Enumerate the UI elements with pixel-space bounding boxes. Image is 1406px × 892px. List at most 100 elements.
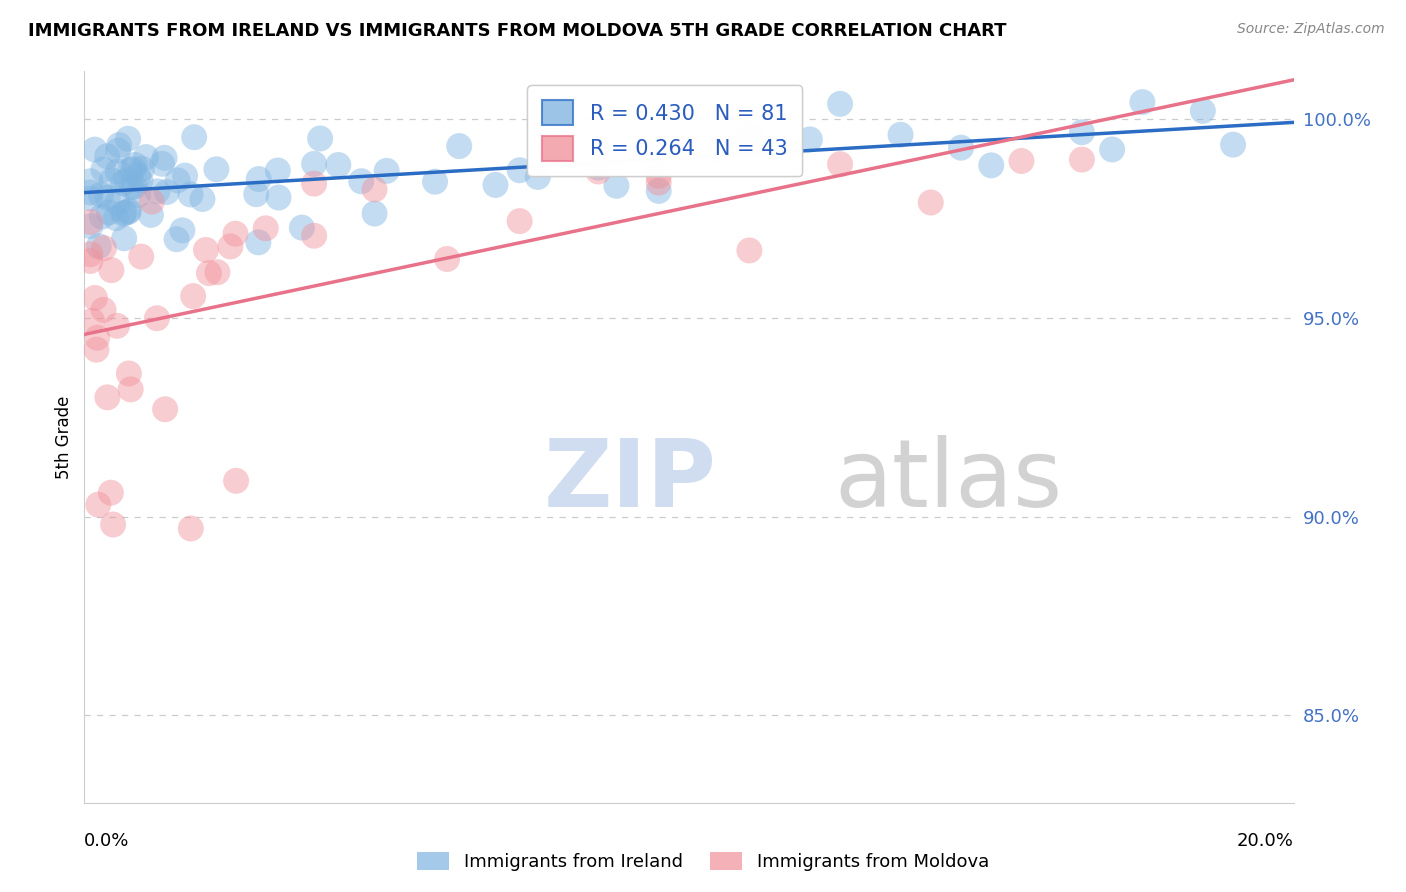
- Point: [82, 314, 104, 328]
- Text: 0.0%: 0.0%: [84, 832, 129, 850]
- Point: [90, 210, 112, 224]
- Point: [950, 141, 973, 155]
- Point: [302, 228, 325, 243]
- Point: [181, 289, 204, 303]
- Point: [83, 143, 105, 157]
- Point: [84, 291, 107, 305]
- Point: [79, 215, 101, 229]
- Point: [509, 163, 531, 178]
- Point: [146, 185, 169, 199]
- Point: [111, 176, 134, 190]
- Point: [112, 231, 135, 245]
- Point: [180, 187, 202, 202]
- Point: [449, 139, 471, 153]
- Point: [101, 517, 124, 532]
- Point: [830, 96, 852, 111]
- Point: [1071, 153, 1094, 167]
- Point: [97, 191, 120, 205]
- Point: [375, 164, 398, 178]
- Point: [105, 318, 128, 333]
- Point: [207, 265, 229, 279]
- Point: [980, 158, 1002, 172]
- Point: [139, 208, 162, 222]
- Point: [96, 149, 118, 163]
- Point: [1130, 95, 1153, 109]
- Point: [588, 164, 610, 178]
- Point: [112, 207, 135, 221]
- Point: [588, 161, 610, 175]
- Point: [86, 343, 108, 357]
- Point: [219, 239, 242, 253]
- Point: [180, 521, 202, 535]
- Point: [830, 157, 852, 171]
- Point: [90, 187, 112, 202]
- Legend: Immigrants from Ireland, Immigrants from Moldova: Immigrants from Ireland, Immigrants from…: [409, 845, 997, 879]
- Point: [183, 130, 205, 145]
- Point: [709, 143, 731, 157]
- Point: [363, 182, 385, 196]
- Point: [205, 162, 228, 177]
- Point: [172, 223, 194, 237]
- Point: [648, 176, 671, 190]
- Point: [350, 174, 373, 188]
- Point: [79, 174, 101, 188]
- Point: [96, 390, 118, 404]
- Point: [100, 485, 122, 500]
- Point: [738, 128, 761, 143]
- Point: [247, 172, 270, 186]
- Point: [114, 206, 136, 220]
- Y-axis label: 5th Grade: 5th Grade: [55, 395, 73, 479]
- Point: [127, 169, 149, 183]
- Point: [122, 162, 145, 177]
- Point: [799, 132, 821, 146]
- Point: [738, 244, 761, 258]
- Point: [328, 158, 350, 172]
- Point: [225, 474, 247, 488]
- Point: [153, 402, 176, 417]
- Point: [191, 192, 214, 206]
- Point: [146, 311, 169, 326]
- Point: [309, 131, 332, 145]
- Point: [93, 302, 115, 317]
- Point: [1101, 143, 1123, 157]
- Text: IMMIGRANTS FROM IRELAND VS IMMIGRANTS FROM MOLDOVA 5TH GRADE CORRELATION CHART: IMMIGRANTS FROM IRELAND VS IMMIGRANTS FR…: [28, 22, 1007, 40]
- Point: [423, 175, 446, 189]
- Point: [920, 195, 942, 210]
- Point: [79, 192, 101, 206]
- Point: [267, 163, 290, 178]
- Point: [245, 187, 267, 202]
- Point: [156, 185, 179, 199]
- Point: [484, 178, 506, 192]
- Point: [153, 151, 176, 165]
- Text: Source: ZipAtlas.com: Source: ZipAtlas.com: [1237, 22, 1385, 37]
- Point: [648, 169, 671, 183]
- Point: [86, 331, 108, 345]
- Point: [117, 132, 139, 146]
- Point: [120, 162, 142, 177]
- Point: [79, 247, 101, 261]
- Point: [194, 243, 217, 257]
- Point: [87, 239, 110, 253]
- Point: [150, 157, 173, 171]
- Point: [108, 138, 131, 153]
- Point: [254, 221, 277, 235]
- Point: [302, 157, 325, 171]
- Point: [247, 235, 270, 250]
- Point: [100, 173, 122, 187]
- Point: [509, 214, 531, 228]
- Point: [117, 205, 139, 219]
- Point: [129, 250, 152, 264]
- Point: [124, 179, 146, 194]
- Point: [166, 173, 188, 187]
- Point: [648, 184, 671, 198]
- Point: [225, 227, 247, 241]
- Point: [79, 186, 101, 200]
- Point: [79, 219, 101, 233]
- Point: [107, 195, 129, 210]
- Legend: R = 0.430   N = 81, R = 0.264   N = 43: R = 0.430 N = 81, R = 0.264 N = 43: [527, 86, 803, 176]
- Point: [118, 203, 141, 218]
- Text: atlas: atlas: [834, 435, 1063, 527]
- Point: [166, 232, 188, 246]
- Point: [1011, 153, 1033, 168]
- Point: [87, 498, 110, 512]
